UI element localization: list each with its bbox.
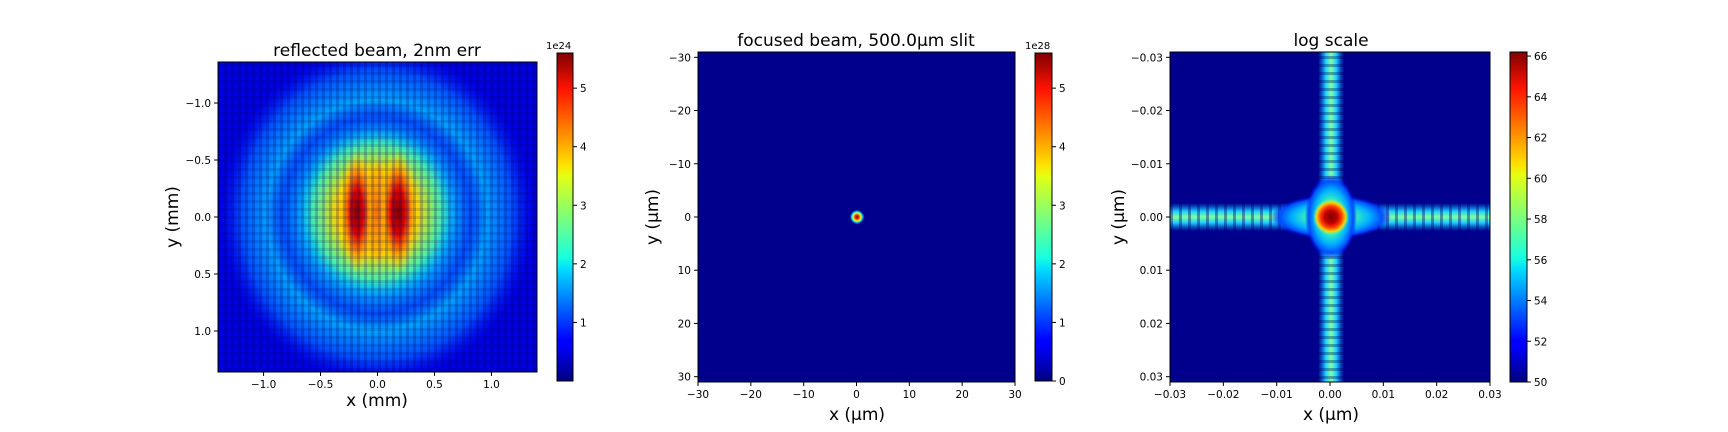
x-tick-label: −20 [740, 389, 762, 401]
chart-title: focused beam, 500.0μm slit [737, 31, 975, 51]
x-tick-label: 0.03 [1478, 389, 1501, 401]
y-tick-label: 1.0 [194, 326, 211, 338]
panel-focused-beam: focused beam, 500.0μm slit −30 −20 −10 0 10 2… [643, 31, 1066, 425]
y-tick-label: −30 [669, 52, 691, 64]
x-tick-label: 0 [853, 389, 860, 401]
colorbar-tick-label: 2 [580, 259, 587, 271]
colorbar-exponent: 1e24 [546, 41, 571, 52]
colorbar-tick-label: 1 [580, 317, 587, 329]
y-tick-label: 10 [678, 265, 691, 277]
x-tick-label: 20 [955, 389, 968, 401]
colorbar-ticks: 0 1 2 3 4 5 [1052, 83, 1066, 388]
colorbar: 50 52 54 56 58 60 62 64 66 [1509, 51, 1548, 389]
y-tick-label: 0 [684, 212, 691, 224]
axes: −30 −20 −10 0 10 20 30 −30 −20 −10 0 10 20 30 [669, 52, 1022, 401]
x-tick-label: −1.0 [251, 379, 277, 391]
colorbar-tick-label: 5 [1059, 83, 1066, 95]
colorbar: 1e24 1 2 3 4 5 [546, 41, 587, 382]
y-tick-label: 0.01 [1140, 265, 1163, 277]
y-axis-label: y (μm) [643, 189, 663, 245]
colorbar-tick-label: 64 [1534, 92, 1548, 104]
x-tick-label: −0.01 [1261, 389, 1293, 401]
axes: −1.0 −0.5 0.0 0.5 1.0 −1.0 −0.5 0.0 0.5 1.0 [186, 98, 500, 391]
colorbar-tick-label: 1 [1059, 317, 1066, 329]
heatmap-image [1170, 52, 1490, 382]
focal-spot [850, 210, 864, 224]
colorbar-gradient [556, 52, 574, 382]
colorbar-tick-label: 3 [1059, 200, 1066, 212]
y-axis-label: y (μm) [1109, 189, 1129, 245]
colorbar-ticks: 50 52 54 56 58 60 62 64 66 [1527, 51, 1548, 389]
colorbar-tick-label: 62 [1534, 133, 1547, 145]
chart-title: reflected beam, 2nm err [273, 41, 481, 61]
x-tick-label: 0.01 [1372, 389, 1395, 401]
colorbar-tick-label: 4 [580, 142, 587, 154]
panel-reflected-beam: reflected beam, 2nm err −1.0 −0.5 0.0 0.5 1.… [163, 41, 587, 411]
colorbar-tick-label: 66 [1534, 51, 1548, 63]
x-tick-label: −0.02 [1207, 389, 1239, 401]
y-tick-label: −0.5 [186, 155, 212, 167]
chart-title: log scale [1293, 31, 1368, 51]
x-tick-label: 0.02 [1425, 389, 1448, 401]
x-tick-label: 10 [903, 389, 916, 401]
colorbar-tick-label: 52 [1534, 336, 1547, 348]
y-tick-label: −1.0 [186, 98, 212, 110]
axes: −0.03 −0.02 −0.01 0.00 0.01 0.02 0.03 −0.03 −0.0… [1131, 52, 1502, 401]
colorbar-tick-label: 2 [1059, 259, 1066, 271]
colorbar-exponent: 1e28 [1025, 41, 1050, 52]
y-tick-label: 20 [678, 318, 691, 330]
y-tick-label: 30 [678, 372, 691, 384]
y-tick-label: −0.03 [1131, 52, 1163, 64]
y-axis-label: y (mm) [163, 186, 183, 248]
heatmap-image [698, 52, 1015, 382]
x-tick-label: −30 [687, 389, 709, 401]
x-tick-label: 30 [1008, 389, 1021, 401]
colorbar-tick-label: 56 [1534, 255, 1548, 267]
colorbar-tick-label: 54 [1534, 296, 1548, 308]
y-tick-label: 0.02 [1140, 318, 1163, 330]
colorbar-gradient [1509, 51, 1528, 383]
y-tick-label: −0.02 [1131, 106, 1163, 118]
x-axis-label: x (μm) [1303, 405, 1359, 425]
colorbar-gradient [1034, 52, 1053, 382]
y-tick-label: 0.5 [194, 269, 211, 281]
heatmap-image [218, 62, 537, 372]
colorbar-ticks: 1 2 3 4 5 [573, 83, 587, 329]
y-tick-label: 0.03 [1140, 372, 1163, 384]
y-tick-label: −20 [669, 106, 691, 118]
colorbar-tick-label: 3 [580, 200, 587, 212]
x-tick-label: 0.00 [1318, 389, 1341, 401]
colorbar-tick-label: 50 [1534, 377, 1547, 389]
x-axis-label: x (μm) [829, 405, 885, 425]
x-tick-label: −0.03 [1154, 389, 1186, 401]
x-tick-label: 0.0 [369, 379, 386, 391]
colorbar-tick-label: 0 [1059, 376, 1066, 388]
x-tick-label: 1.0 [483, 379, 500, 391]
x-tick-label: −10 [793, 389, 815, 401]
y-tick-label: −10 [669, 159, 691, 171]
y-tick-label: −0.01 [1131, 159, 1163, 171]
x-tick-label: −0.5 [308, 379, 334, 391]
panel-log-scale: log scale −0.03 −0.02 −0.01 0.00 0.01 0.02 0.0… [1109, 31, 1548, 425]
colorbar-tick-label: 60 [1534, 173, 1547, 185]
x-tick-label: 0.5 [426, 379, 443, 391]
colorbar-tick-label: 58 [1534, 214, 1547, 226]
y-tick-label: 0.00 [1140, 212, 1163, 224]
colorbar-tick-label: 5 [580, 83, 587, 95]
y-tick-label: 0.0 [194, 212, 211, 224]
colorbar-tick-label: 4 [1059, 142, 1066, 154]
colorbar: 1e28 0 1 2 3 4 5 [1025, 41, 1066, 388]
x-axis-label: x (mm) [346, 391, 408, 411]
